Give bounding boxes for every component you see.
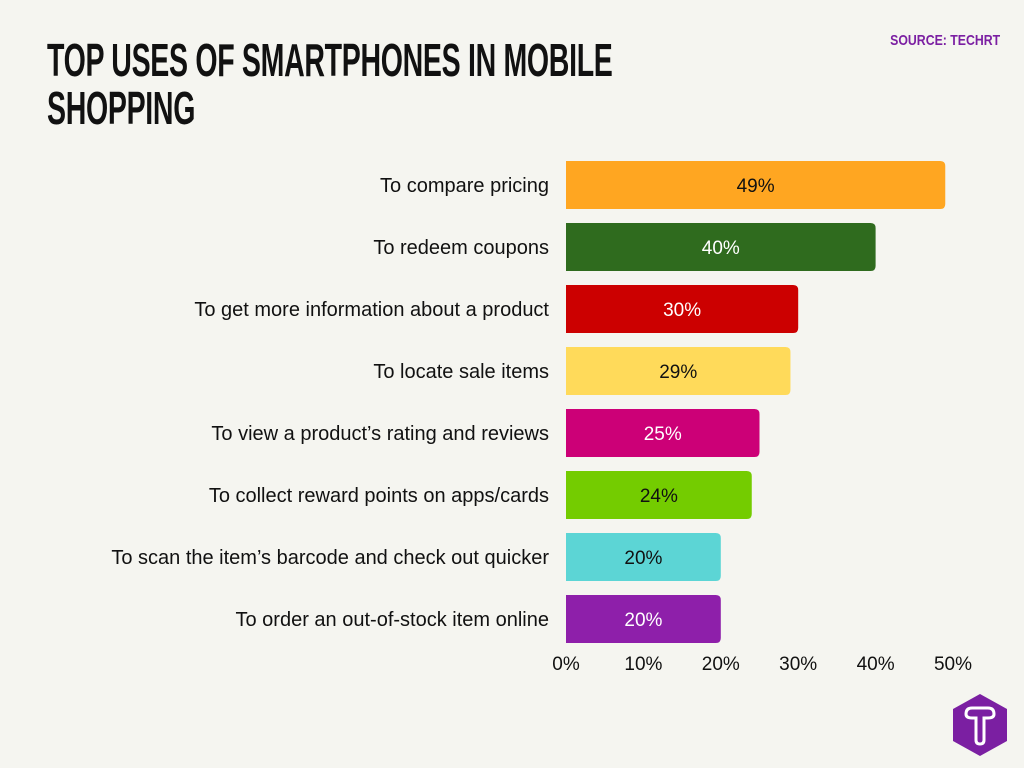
- category-label: To order an out-of-stock item online: [236, 609, 550, 631]
- x-tick-label: 50%: [934, 654, 972, 675]
- data-label: 30%: [663, 300, 701, 321]
- x-tick-label: 10%: [624, 654, 662, 675]
- x-tick-label: 30%: [779, 654, 817, 675]
- source-label: SOURCE: TECHRT: [889, 32, 1000, 49]
- x-tick-label: 20%: [702, 654, 740, 675]
- bar: [566, 409, 760, 457]
- category-label: To collect reward points on apps/cards: [209, 485, 549, 507]
- category-label: To view a product’s rating and reviews: [211, 423, 549, 445]
- category-label: To scan the item’s barcode and check out…: [111, 547, 549, 569]
- data-label: 20%: [624, 548, 662, 569]
- bar: [566, 471, 752, 519]
- bar: [566, 223, 876, 271]
- bar: [566, 533, 721, 581]
- data-label: 25%: [644, 424, 682, 445]
- bar: [566, 285, 799, 333]
- x-tick-label: 0%: [552, 654, 580, 675]
- chart-title: TOP USES OF SMARTPHONES IN MOBILE SHOPPI…: [47, 34, 613, 134]
- bar: [566, 595, 721, 643]
- category-label: To compare pricing: [380, 175, 549, 197]
- data-label: 20%: [624, 610, 662, 631]
- data-label: 29%: [659, 362, 697, 383]
- x-tick-label: 40%: [857, 654, 895, 675]
- category-label: To get more information about a product: [194, 299, 549, 321]
- category-label: To locate sale items: [373, 361, 549, 383]
- data-label: 40%: [702, 238, 740, 259]
- bar: [566, 161, 946, 209]
- techrt-logo-icon: [953, 694, 1007, 756]
- data-label: 49%: [737, 176, 775, 197]
- category-label: To redeem coupons: [373, 237, 549, 259]
- data-label: 24%: [640, 486, 678, 507]
- bar: [566, 347, 791, 395]
